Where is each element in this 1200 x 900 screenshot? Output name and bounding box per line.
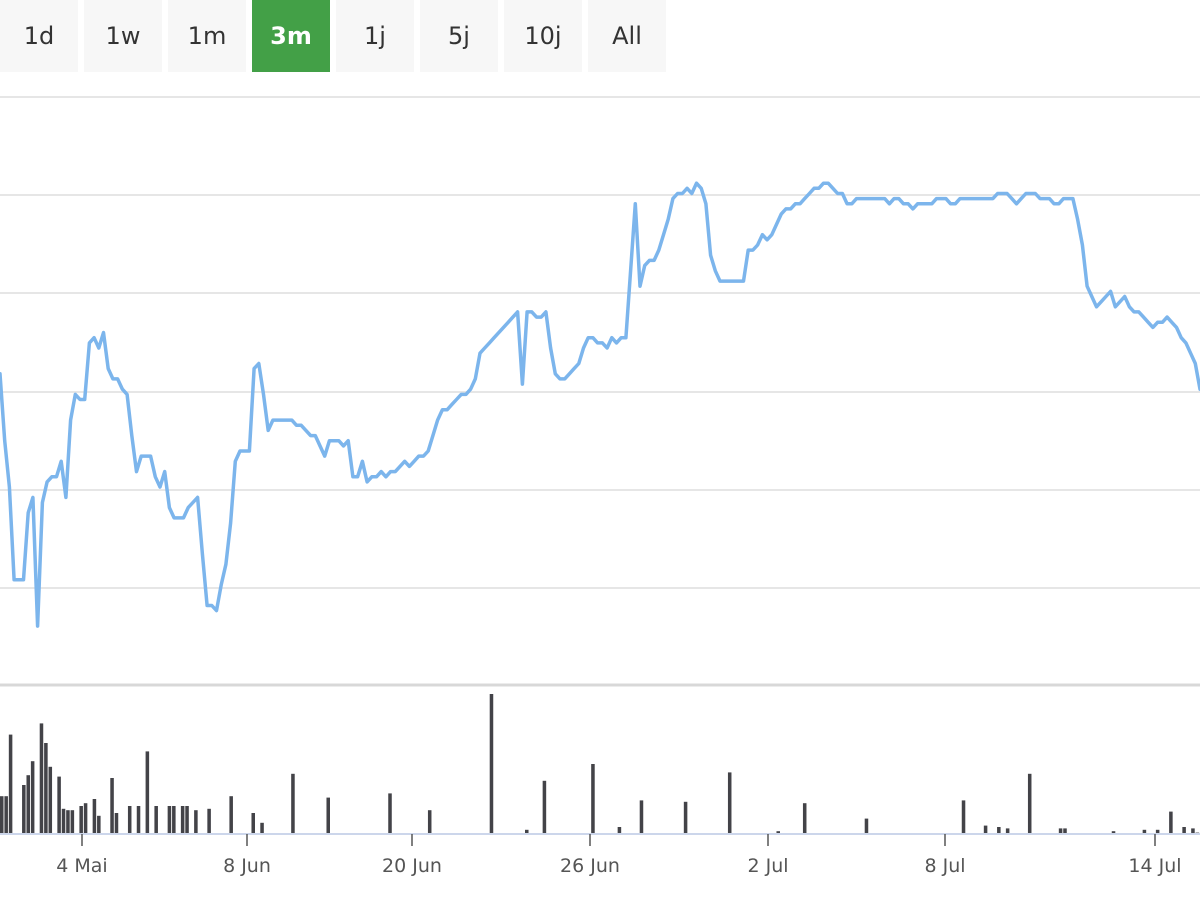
x-tick-label: 2 Jul [747, 855, 788, 877]
volume-bar [172, 806, 176, 834]
grid-lines [0, 96, 1200, 687]
volume-bar [489, 694, 494, 834]
range-button-1w[interactable]: 1w [84, 0, 162, 72]
volume-bar [525, 829, 529, 834]
volume-bar [591, 764, 595, 834]
x-tick-label: 8 Jun [223, 855, 271, 877]
range-button-3m[interactable]: 3m [252, 0, 330, 72]
volume-bar [997, 827, 1001, 834]
volume-bar [83, 803, 88, 834]
volume-bar [229, 796, 233, 834]
volume-bar [114, 813, 119, 834]
volume-bar [727, 772, 732, 834]
range-button-all[interactable]: All [588, 0, 666, 72]
volume-bar [1058, 828, 1063, 834]
x-tick-label: 8 Jul [924, 855, 965, 877]
volume-bar [1182, 827, 1186, 834]
price-chart: 4 Mai 8 Jun 20 Jun 26 Jun 2 Jul 8 Jul 14 Jul [0, 96, 1200, 877]
range-button-10j[interactable]: 10j [504, 0, 582, 72]
volume-bar [136, 806, 141, 834]
volume-bar [0, 796, 4, 834]
range-button-1j[interactable]: 1j [336, 0, 414, 72]
volume-bar [1155, 829, 1160, 834]
volume-bar [22, 785, 26, 834]
volume-bar [4, 796, 8, 834]
volume-bar [251, 813, 255, 834]
volume-bar [864, 818, 869, 834]
volume-bar [70, 810, 75, 834]
volume-bar [427, 810, 432, 834]
volume-bar [1191, 828, 1195, 834]
volume-bar [194, 810, 198, 834]
volume-bar [39, 723, 44, 834]
volume-bar [110, 778, 114, 834]
x-tick-label: 26 Jun [560, 855, 620, 877]
volume-bar [92, 799, 97, 834]
range-button-1m[interactable]: 1m [168, 0, 246, 72]
volume-bar [802, 803, 807, 834]
volume-bar [291, 773, 295, 834]
volume-bar [1169, 811, 1173, 834]
volume-bar [639, 800, 644, 834]
volume-bar [388, 793, 392, 834]
volume-bar [542, 780, 547, 834]
volume-bar [1027, 773, 1032, 834]
range-button-1d[interactable]: 1d [0, 0, 78, 72]
volume-bar [617, 827, 622, 834]
volume-bar [167, 806, 172, 834]
volume-bar [30, 761, 35, 834]
volume-bar [180, 806, 185, 834]
x-tick-label: 20 Jun [382, 855, 442, 877]
volume-bar [983, 825, 988, 834]
range-button-5j[interactable]: 5j [420, 0, 498, 72]
volume-bar [326, 797, 330, 834]
volume-bar [97, 815, 101, 834]
volume-bar [127, 806, 132, 834]
x-tick-label: 4 Mai [56, 855, 107, 877]
volume-bar [48, 766, 53, 834]
volume-bar [1142, 829, 1147, 834]
volume-series [0, 694, 1200, 834]
volume-bar [776, 831, 780, 834]
price-series [0, 181, 1200, 628]
volume-bar [1111, 831, 1116, 834]
x-axis: 4 Mai 8 Jun 20 Jun 26 Jun 2 Jul 8 Jul 14 Jul [0, 833, 1200, 877]
volume-bar [8, 734, 13, 834]
x-tick-label: 14 Jul [1128, 855, 1181, 877]
volume-bar [57, 776, 61, 834]
volume-bar [26, 775, 30, 834]
volume-bar [961, 800, 966, 834]
volume-bar [185, 806, 189, 834]
volume-bar [260, 822, 264, 834]
volume-bar [66, 810, 70, 834]
volume-bar [79, 806, 83, 834]
range-selector: 1d 1w 1m 3m 1j 5j 10j All [0, 0, 666, 72]
volume-bar [44, 743, 48, 834]
volume-bar [207, 808, 211, 834]
price-line [0, 181, 1200, 628]
volume-bar [154, 806, 158, 834]
volume-bar [61, 808, 66, 834]
volume-bar [145, 751, 150, 834]
volume-bar [683, 801, 688, 834]
volume-bar [1005, 828, 1010, 834]
volume-bar [1063, 828, 1067, 834]
